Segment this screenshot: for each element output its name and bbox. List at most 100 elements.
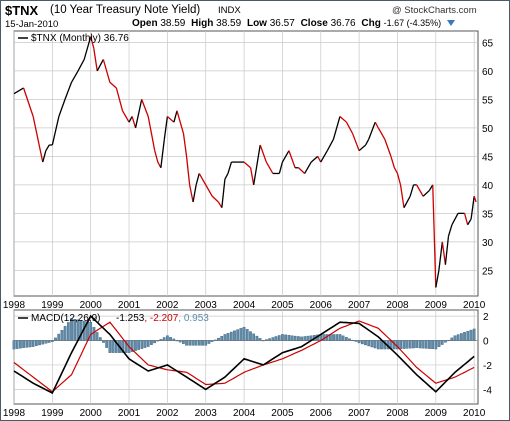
price-segment xyxy=(393,167,399,174)
price-segment xyxy=(416,184,424,197)
low-value: 36.57 xyxy=(269,18,295,29)
macd-histogram-bar xyxy=(60,329,64,341)
macd-histogram-bar xyxy=(338,334,342,341)
price-x-tick-label: 1998 xyxy=(3,300,26,311)
macd-histogram-bar xyxy=(408,340,412,349)
macd-histogram-bar xyxy=(300,336,303,341)
date: 15-Jan-2010 xyxy=(5,19,59,30)
price-segment xyxy=(249,167,255,185)
price-segment xyxy=(77,59,85,72)
macd-histogram-bar xyxy=(274,336,278,341)
macd-histogram-bar xyxy=(217,337,220,341)
price-x-tick-label: 2004 xyxy=(233,300,256,311)
price-segment xyxy=(265,161,274,174)
macd-histogram-bar xyxy=(194,340,198,346)
macd-histogram-bar xyxy=(220,336,224,341)
price-segment xyxy=(470,196,475,220)
macd-histogram-bar xyxy=(121,340,125,353)
price-segment xyxy=(396,173,402,186)
price-segment xyxy=(195,173,200,186)
price-segment xyxy=(134,99,143,129)
macd-histogram-bar xyxy=(290,335,294,341)
macd-y-axis: 2 0 -2 -4 xyxy=(483,312,492,396)
macd-histogram-bar xyxy=(124,340,128,353)
price-segment xyxy=(288,150,296,168)
price-x-tick-label: 2000 xyxy=(80,300,103,311)
macd-histogram-bar xyxy=(54,337,57,341)
price-segment xyxy=(473,196,477,203)
price-segment xyxy=(131,116,137,129)
macd-x-tick-label: 1999 xyxy=(41,408,64,419)
price-segment xyxy=(13,87,24,95)
close-value: 36.76 xyxy=(330,18,356,29)
price-segment xyxy=(368,121,376,140)
price-segment xyxy=(409,184,415,197)
price-x-tick-label: 1999 xyxy=(41,300,64,311)
price-legend-label: $TNX (Monthly) 36.76 xyxy=(31,33,129,44)
price-segment xyxy=(198,173,207,186)
macd-histogram-bar xyxy=(213,339,217,341)
macd-histogram-bar xyxy=(150,340,153,345)
price-segment xyxy=(58,99,66,117)
macd-value-2: , 0.953 xyxy=(178,313,209,324)
price-x-tick-label: 2006 xyxy=(310,300,333,311)
macd-histogram-bar xyxy=(66,322,70,341)
macd-histogram-bar xyxy=(431,340,434,350)
price-segment xyxy=(163,116,169,140)
price-segment xyxy=(253,144,261,185)
macd-legend: MACD(12,26,9) -1.253, -2.207, 0.953 xyxy=(18,313,209,324)
price-x-tick-label: 2008 xyxy=(386,300,409,311)
price-segment xyxy=(96,59,104,72)
price-segment xyxy=(160,139,165,168)
macd-histogram-bar xyxy=(344,337,348,341)
price-segment xyxy=(351,133,360,151)
macd-histogram-bar xyxy=(412,340,415,349)
ohlc-bar: Open 38.59 High 38.59 Low 36.57 Close 36… xyxy=(132,18,455,29)
price-x-tick-label: 2003 xyxy=(195,300,218,311)
price-segment xyxy=(317,156,322,163)
macd-histogram-bar xyxy=(287,335,291,341)
price-segment xyxy=(259,144,267,163)
price-segment xyxy=(358,144,367,152)
macd-histogram-bar xyxy=(146,340,150,347)
macd-histogram-bar xyxy=(428,340,431,349)
macd-histogram-bar xyxy=(140,340,144,349)
macd-histogram-bar xyxy=(63,326,67,341)
price-y-tick-label: 25 xyxy=(482,266,494,277)
macd-histogram-bar xyxy=(434,340,438,350)
macd-legend-values: -1.253, -2.207, 0.953 xyxy=(116,313,209,324)
price-line xyxy=(13,36,477,288)
macd-histogram-bar xyxy=(440,340,444,345)
macd-histogram-bar xyxy=(12,340,16,350)
price-segment xyxy=(102,59,111,83)
macd-histogram-bar xyxy=(25,340,29,348)
macd-histogram-bar xyxy=(166,335,169,341)
macd-histogram-bar xyxy=(293,335,297,341)
macd-histogram-bar xyxy=(399,340,403,350)
macd-histogram-bar xyxy=(134,340,137,351)
down-triangle-icon xyxy=(446,20,455,27)
macd-histogram-bar xyxy=(348,338,351,341)
macd-histogram-bar xyxy=(191,340,195,346)
price-x-tick-label: 2005 xyxy=(271,300,294,311)
macd-histogram-bar xyxy=(57,333,61,341)
price-segment xyxy=(441,241,447,265)
macd-histogram-bar xyxy=(28,340,32,348)
price-segment xyxy=(64,82,73,100)
price-segment xyxy=(182,133,188,157)
price-segment xyxy=(115,87,124,111)
macd-histogram-bar xyxy=(223,334,227,341)
macd-histogram-bar xyxy=(19,340,22,349)
price-segment xyxy=(51,116,60,146)
macd-histogram-bar xyxy=(284,334,287,341)
macd-histogram-bar xyxy=(453,335,457,341)
price-segment xyxy=(45,144,50,152)
macd-histogram-bar xyxy=(424,340,428,349)
macd-histogram-bar xyxy=(197,340,201,346)
macd-histogram-bar xyxy=(207,340,211,344)
price-segment xyxy=(42,150,47,163)
macd-histogram-bar xyxy=(351,339,355,341)
macd-histogram-bar xyxy=(421,340,425,349)
price-segment xyxy=(422,190,430,197)
price-segment xyxy=(211,195,219,203)
